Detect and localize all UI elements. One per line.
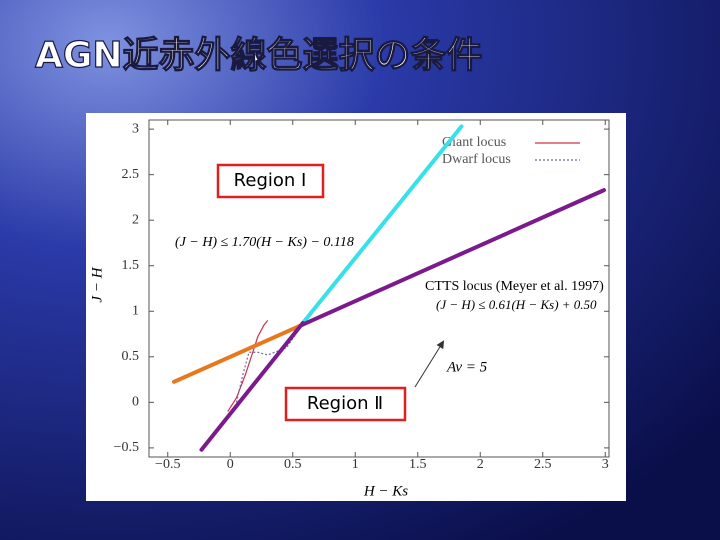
region-label: Region Ⅰ [234, 170, 307, 191]
chart-panel [86, 113, 626, 501]
region-box [216, 163, 325, 199]
boundary-line [199, 321, 305, 452]
plot-frame [148, 119, 610, 458]
x-tick-label: 1 [352, 457, 359, 472]
x-tick-label: 2.5 [534, 457, 552, 472]
y-tick-label: 0 [132, 395, 139, 410]
y-tick-label: 3 [132, 121, 139, 136]
x-tick-label: 1.5 [409, 457, 427, 472]
y-tick-label: 1 [132, 303, 139, 318]
locus-line [227, 319, 269, 412]
x-tick-label: −0.5 [155, 457, 180, 472]
y-tick-label: 2 [132, 212, 139, 227]
locus-line [235, 329, 300, 403]
plot: −0.5 0 0.5 1 1.5 2 2.5 3 −0.5 0 0.5 1 1.5 2 2.5 3 Giant … [114, 119, 610, 472]
equation: (J − H) ≤ 1.70(H − Ks) − 0.118 [175, 235, 354, 250]
x-tick-label: 2 [477, 457, 484, 472]
region-box [284, 386, 407, 422]
equation: (J − H) ≤ 0.61(H − Ks) + 0.50 [436, 297, 597, 312]
annotation: CTTS locus (Meyer et al. 1997) [425, 279, 604, 294]
boundary-line [300, 188, 606, 327]
legend-label: Dwarf locus [442, 152, 511, 167]
x-axis-label: H − Ks [363, 483, 408, 499]
y-tick-label: −0.5 [114, 440, 139, 455]
x-tick-label: 3 [602, 457, 609, 472]
legend-label: Giant locus [442, 135, 506, 150]
boundary-line [300, 124, 464, 326]
y-tick-label: 1.5 [122, 258, 140, 273]
x-tick-label: 0 [227, 457, 234, 472]
boundary-line [172, 322, 305, 384]
annotation: Av = 5 [446, 359, 488, 375]
slide-title: AGN近赤外線色選択の条件 [35, 35, 483, 76]
y-tick-label: 0.5 [122, 349, 140, 364]
y-axis-label: J − H [89, 266, 105, 302]
reddening-arrow [414, 340, 445, 388]
region-label: Region Ⅱ [307, 393, 383, 414]
y-tick-label: 2.5 [122, 167, 140, 182]
x-tick-label: 0.5 [284, 457, 302, 472]
